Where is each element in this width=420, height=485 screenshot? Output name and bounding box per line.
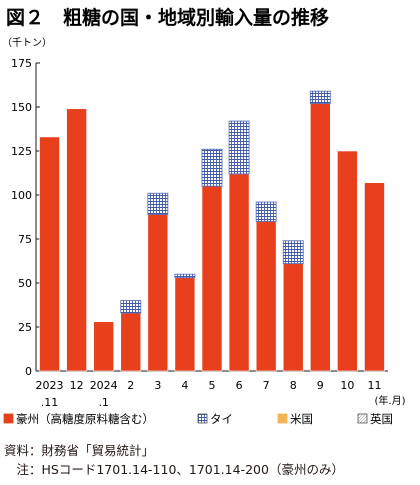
x-tick-label: 2 [127, 379, 134, 392]
legend-swatch [3, 413, 14, 424]
x-tick-label: 8 [290, 379, 297, 392]
bar-thailand [282, 240, 304, 265]
bar-australia [310, 103, 331, 372]
bar-australia [255, 221, 277, 372]
legend-swatch [357, 413, 368, 424]
bar-thailand [309, 90, 331, 104]
bar-australia [282, 263, 304, 372]
legend-swatch [277, 413, 288, 424]
bar-thailand [147, 192, 169, 215]
x-tick-label: 4 [181, 379, 188, 392]
bar-australia [39, 136, 60, 372]
x-axis-unit: (年.月) [375, 394, 406, 407]
bar-australia [201, 185, 223, 372]
bars [39, 90, 385, 372]
bar-thailand [120, 300, 142, 314]
x-tick-label: 7 [263, 379, 270, 392]
bar-thailand [174, 273, 196, 279]
x-tick-label: 2023 [36, 379, 64, 392]
bar-australia [120, 312, 142, 372]
x-tick-label: 12 [70, 379, 84, 392]
x-tick-label-sub: .11 [41, 396, 59, 409]
y-tick-label: 50 [18, 277, 32, 290]
y-tick-label: 75 [18, 233, 32, 246]
y-axis-unit: （千トン） [2, 37, 52, 49]
x-tick-label: 9 [317, 379, 324, 392]
bar-australia [147, 214, 169, 372]
y-tick-label: 100 [11, 189, 32, 202]
legend-label: 米国 [290, 412, 313, 426]
bar-australia [93, 321, 114, 372]
legend-label: 豪州（高糖度原料糖含む） [16, 412, 154, 426]
bar-australia [228, 173, 250, 372]
legend-swatch [197, 413, 208, 424]
bar-thailand [228, 120, 250, 175]
legend-label: 英国 [370, 412, 393, 426]
bar-australia [174, 277, 196, 372]
x-tick-label: 3 [154, 379, 161, 392]
bar-australia [66, 108, 87, 372]
x-tick-label: 2024 [90, 379, 118, 392]
y-tick-label: 150 [11, 101, 32, 114]
y-tick-label: 175 [11, 57, 32, 70]
legend: 豪州（高糖度原料糖含む） タイ 米国 英国 [3, 412, 393, 426]
bar-thailand [255, 201, 277, 222]
footnote: 注：HSコード1701.14-110、1701.14-200（豪州のみ） [4, 462, 344, 477]
y-tick-label: 125 [11, 145, 32, 158]
source-note: 資料：財務省「貿易統計」 [4, 443, 155, 458]
bar-australia [364, 182, 385, 372]
legend-label: タイ [210, 412, 233, 426]
y-axis: 0 25 50 75 100 125 150 175 [11, 57, 40, 378]
y-tick-label: 25 [18, 321, 32, 334]
x-tick-label-sub: .1 [98, 396, 109, 409]
x-tick-label: 6 [236, 379, 243, 392]
x-tick-label: 5 [209, 379, 216, 392]
y-tick-label: 0 [25, 365, 32, 378]
x-tick-label: 10 [340, 379, 354, 392]
bar-thailand [201, 148, 223, 187]
x-tick-label: 11 [367, 379, 381, 392]
chart-title: 図２ 粗糖の国・地域別輸入量の推移 [6, 6, 329, 29]
bar-australia [337, 150, 358, 372]
x-axis: 2023 .11 12 2024 .1 2 3 4 5 6 7 8 9 10 11 [36, 379, 382, 409]
